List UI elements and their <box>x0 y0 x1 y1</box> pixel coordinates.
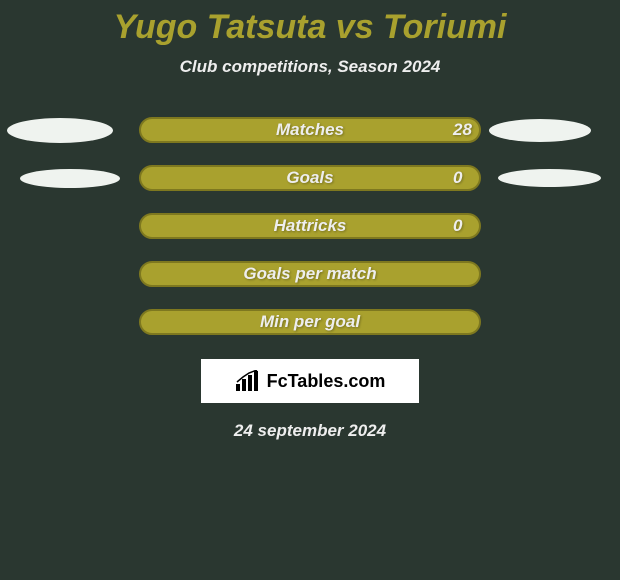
stat-label: Goals per match <box>243 264 376 284</box>
left-ellipse <box>7 118 113 143</box>
stat-value-right: 28 <box>453 120 472 140</box>
stat-label: Matches <box>276 120 344 140</box>
stat-row: Min per goal <box>0 309 620 335</box>
stat-row: Matches 28 <box>0 117 620 143</box>
page-title: Yugo Tatsuta vs Toriumi <box>0 0 620 51</box>
stat-label: Hattricks <box>274 216 347 236</box>
date-line: 24 september 2024 <box>0 421 620 441</box>
subtitle: Club competitions, Season 2024 <box>0 57 620 77</box>
stat-row: Hattricks 0 <box>0 213 620 239</box>
left-ellipse <box>20 169 120 188</box>
logo-box: FcTables.com <box>201 359 419 403</box>
right-ellipse <box>498 169 601 187</box>
stat-row: Goals per match <box>0 261 620 287</box>
stat-value-right: 0 <box>453 216 462 236</box>
logo-text: FcTables.com <box>267 371 386 392</box>
right-ellipse <box>489 119 591 142</box>
stat-label: Goals <box>286 168 333 188</box>
stat-label: Min per goal <box>260 312 360 332</box>
stat-value-right: 0 <box>453 168 462 188</box>
stat-row: Goals 0 <box>0 165 620 191</box>
stat-rows: Matches 28 Goals 0 Hattricks 0 Goals per match… <box>0 117 620 335</box>
logo-bars-icon <box>235 370 263 392</box>
